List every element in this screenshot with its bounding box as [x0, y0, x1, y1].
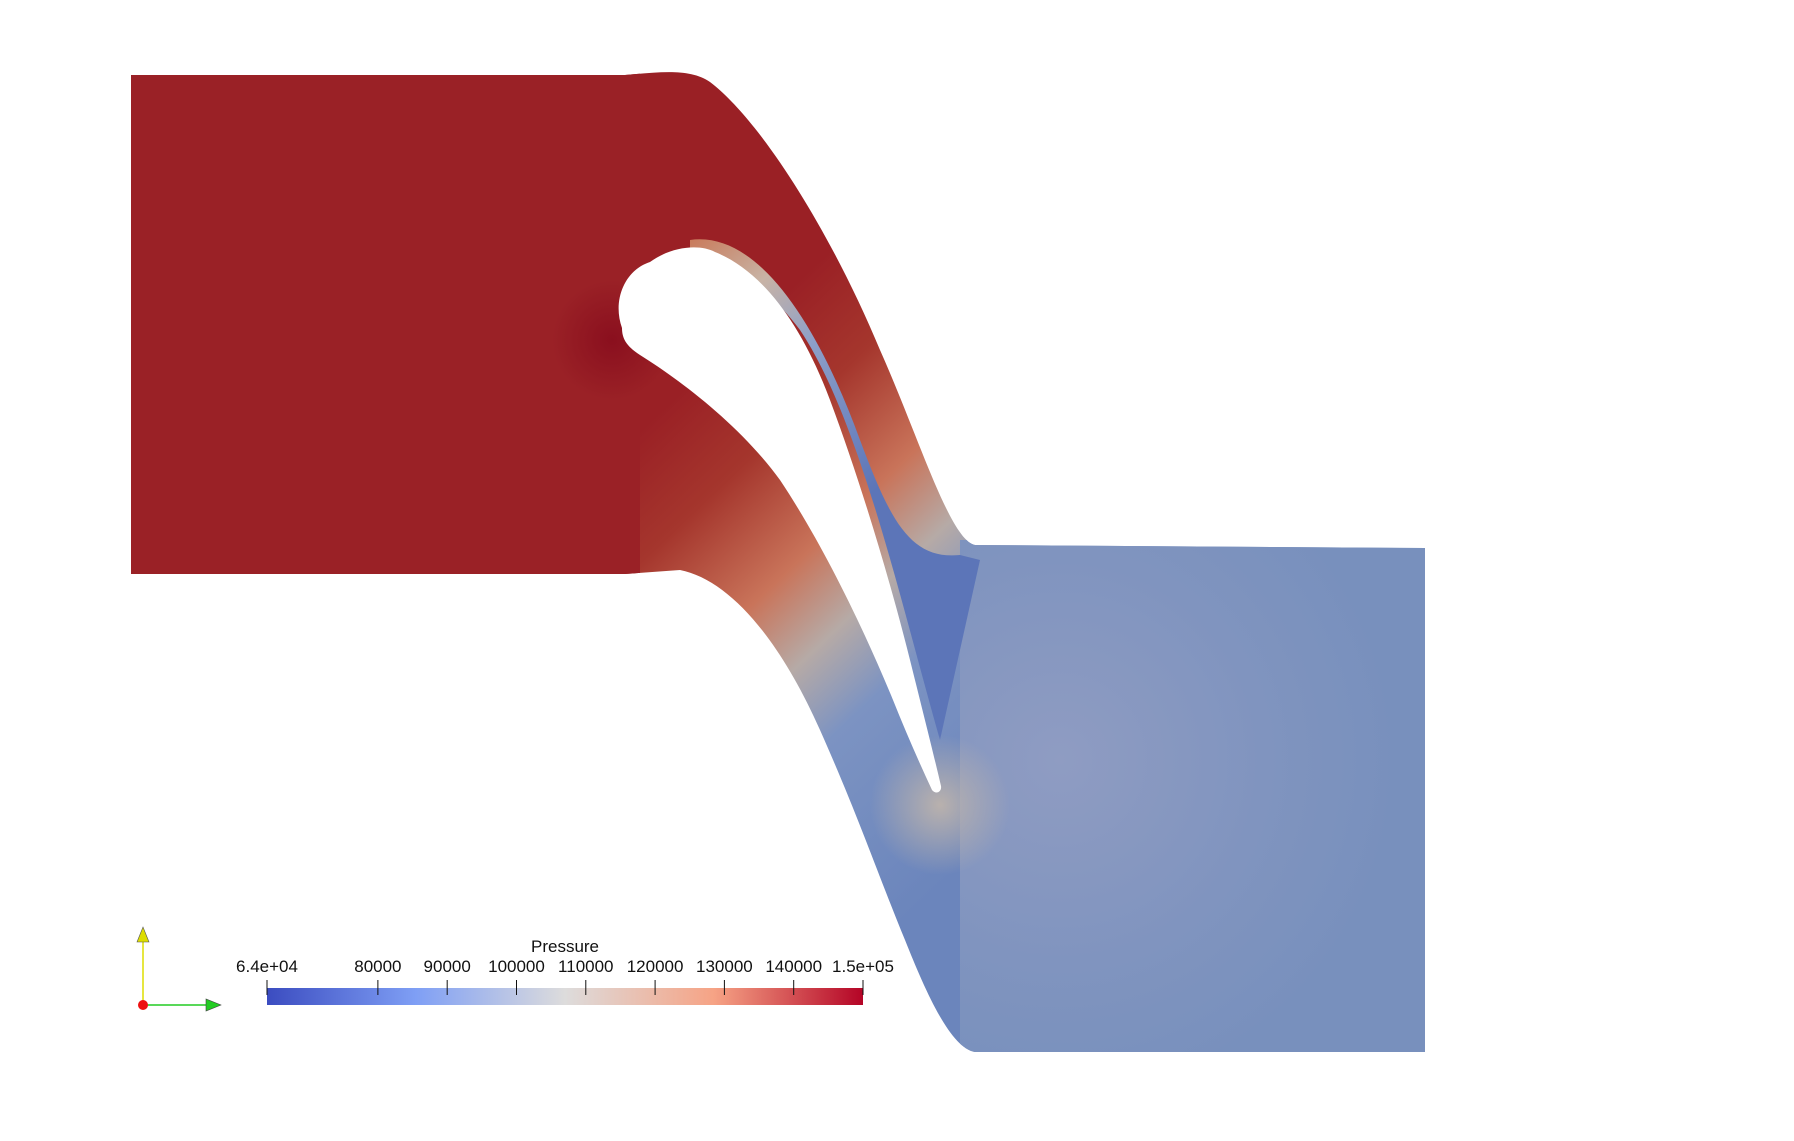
outlet-region: [960, 540, 1425, 1052]
colorbar-max-label: 1.5e+05: [832, 957, 894, 976]
colorbar-tick-label: 130000: [696, 957, 753, 976]
colorbar-legend: Pressure 6.4e+04 1.5e+05 80000 90000 10000…: [236, 937, 894, 1005]
pressure-field: [131, 72, 1425, 1052]
colorbar-tick-label: 100000: [488, 957, 545, 976]
y-axis-arrow: [136, 926, 150, 943]
z-axis-dot: [138, 1000, 148, 1010]
colorbar-title: Pressure: [531, 937, 599, 956]
colorbar-ticks: 80000 90000 100000 110000 120000 130000 140000: [354, 957, 822, 995]
colorbar-tick-label: 140000: [765, 957, 822, 976]
orientation-axes: [136, 926, 222, 1012]
trailing-edge-zone: [870, 735, 1010, 875]
colorbar-tick-label: 80000: [354, 957, 401, 976]
colorbar-tick-label: 120000: [627, 957, 684, 976]
colorbar-tick-label: 90000: [424, 957, 471, 976]
colorbar-min-label: 6.4e+04: [236, 957, 298, 976]
turbine-blade: [618, 247, 942, 793]
colorbar-bar: [267, 988, 863, 1005]
colorbar-tick-label: 110000: [558, 957, 613, 976]
x-axis-arrow: [205, 998, 222, 1012]
suction-channel: [690, 239, 980, 741]
